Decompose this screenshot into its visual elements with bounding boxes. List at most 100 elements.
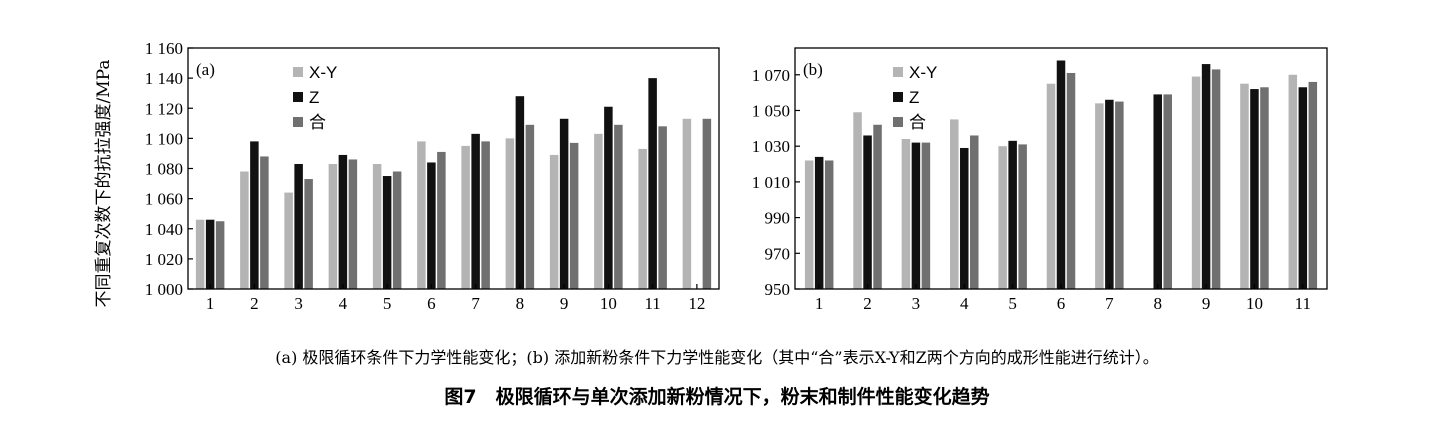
bar-xy-4 bbox=[950, 119, 959, 289]
bar-z-5 bbox=[1008, 140, 1017, 289]
bar-xy-11 bbox=[1288, 74, 1298, 289]
legend-label-z: Z bbox=[909, 88, 919, 107]
y-tick-label: 970 bbox=[765, 244, 791, 263]
legend-label-he: 合 bbox=[909, 113, 926, 132]
y-tick-label: 1 160 bbox=[145, 39, 183, 58]
bar-xy-2 bbox=[853, 112, 862, 290]
bar-xy-10 bbox=[594, 133, 603, 289]
y-tick-label: 1 060 bbox=[145, 190, 183, 209]
bar-z-3 bbox=[294, 163, 303, 289]
bar-he-10 bbox=[1260, 87, 1269, 290]
bar-z-3 bbox=[911, 142, 921, 289]
bar-xy-1 bbox=[195, 219, 205, 289]
bar-he-7 bbox=[1115, 101, 1124, 289]
x-tick-label-11: 11 bbox=[1295, 294, 1311, 313]
y-tick-label: 1 080 bbox=[145, 160, 183, 179]
y-tick-label: 1 010 bbox=[752, 173, 790, 192]
bar-xy-5 bbox=[372, 163, 382, 289]
bar-z-6 bbox=[427, 162, 436, 289]
bar-he-8 bbox=[1163, 94, 1172, 289]
bar-z-6 bbox=[1056, 60, 1066, 289]
legend-label-xy: X-Y bbox=[909, 63, 937, 82]
bar-he-8 bbox=[525, 124, 535, 289]
bar-he-1 bbox=[215, 221, 225, 289]
x-tick-label-12: 12 bbox=[688, 294, 705, 313]
bar-xy-4 bbox=[328, 163, 338, 289]
x-tick-label-3: 3 bbox=[294, 294, 303, 313]
bar-xy-12 bbox=[682, 118, 692, 289]
legend-swatch-he bbox=[293, 117, 303, 127]
bar-z-10 bbox=[604, 106, 613, 290]
bar-xy-6 bbox=[417, 141, 426, 289]
bar-he-9 bbox=[569, 142, 579, 289]
y-axis-label: 不同重复次数下的抗拉强度/MPa bbox=[94, 60, 114, 308]
x-tick-label-1: 1 bbox=[815, 294, 824, 313]
y-tick-label: 1 020 bbox=[145, 250, 183, 269]
bar-he-11 bbox=[1308, 81, 1318, 289]
y-tick-label: 1 140 bbox=[145, 69, 183, 88]
legend-swatch-xy bbox=[293, 67, 303, 77]
bar-he-6 bbox=[1066, 72, 1076, 290]
bar-z-9 bbox=[559, 118, 569, 289]
x-tick-label-5: 5 bbox=[1008, 294, 1017, 313]
y-tick-label: 1 000 bbox=[145, 280, 183, 299]
bar-xy-5 bbox=[998, 146, 1007, 289]
bar-z-11 bbox=[1298, 87, 1308, 290]
bar-xy-7 bbox=[461, 145, 470, 289]
x-tick-label-11: 11 bbox=[644, 294, 660, 313]
bar-he-6 bbox=[437, 151, 446, 289]
bar-he-4 bbox=[348, 159, 358, 289]
bar-xy-1 bbox=[804, 160, 814, 289]
y-tick-label: 1 050 bbox=[752, 101, 790, 120]
figure-caption: (a) 极限循环条件下力学性能变化；(b) 添加新粉条件下力学性能变化（其中“合… bbox=[275, 348, 1159, 367]
bar-xy-6 bbox=[1046, 83, 1056, 289]
bar-he-7 bbox=[481, 141, 490, 289]
bar-he-1 bbox=[824, 160, 834, 289]
legend-label-xy: X-Y bbox=[309, 63, 337, 82]
x-tick-label-10: 10 bbox=[600, 294, 617, 313]
legend-swatch-z bbox=[893, 92, 903, 102]
bar-z-2 bbox=[863, 135, 872, 289]
x-tick-label-9: 9 bbox=[1202, 294, 1211, 313]
x-tick-label-1: 1 bbox=[206, 294, 215, 313]
x-tick-label-8: 8 bbox=[1153, 294, 1162, 313]
bar-he-10 bbox=[614, 124, 623, 289]
bar-xy-2 bbox=[240, 171, 249, 289]
chart-panel-a: 1 000 1 020 1 040 1 060 1 080 1 100 1 120 1 140… bbox=[94, 39, 720, 313]
bar-xy-9 bbox=[1191, 76, 1201, 289]
bar-z-10 bbox=[1250, 89, 1259, 289]
panel-label: (b) bbox=[803, 60, 823, 79]
y-tick-label: 1 040 bbox=[145, 220, 183, 239]
legend-swatch-z bbox=[293, 92, 303, 102]
bar-z-9 bbox=[1201, 64, 1211, 289]
bar-xy-8 bbox=[505, 138, 515, 290]
bar-z-8 bbox=[1153, 94, 1162, 289]
bar-xy-7 bbox=[1095, 103, 1104, 289]
bar-he-4 bbox=[970, 135, 979, 289]
legend-label-z: Z bbox=[309, 88, 319, 107]
bar-z-1 bbox=[814, 156, 824, 289]
bar-z-1 bbox=[205, 219, 215, 289]
y-tick-label: 1 030 bbox=[752, 137, 790, 156]
bar-z-2 bbox=[250, 141, 259, 289]
bar-z-11 bbox=[648, 78, 657, 290]
x-tick-label-2: 2 bbox=[250, 294, 259, 313]
bar-z-8 bbox=[515, 96, 525, 289]
bar-xy-11 bbox=[638, 148, 647, 289]
x-tick-label-7: 7 bbox=[471, 294, 480, 313]
bar-he-12 bbox=[702, 118, 712, 289]
bar-xy-9 bbox=[549, 154, 559, 289]
x-tick-label-7: 7 bbox=[1105, 294, 1114, 313]
x-tick-label-6: 6 bbox=[427, 294, 436, 313]
x-tick-label-4: 4 bbox=[339, 294, 348, 313]
bar-xy-3 bbox=[284, 192, 293, 289]
bar-he-5 bbox=[392, 171, 402, 289]
x-tick-label-9: 9 bbox=[560, 294, 569, 313]
x-tick-label-3: 3 bbox=[912, 294, 921, 313]
legend-swatch-xy bbox=[893, 67, 903, 77]
bar-z-4 bbox=[960, 147, 969, 289]
bar-he-3 bbox=[921, 142, 931, 289]
x-tick-label-5: 5 bbox=[383, 294, 392, 313]
chart-panel-b: 950 970 990 1 010 1 030 1 050 1 070 1 2 3 4 5 6 7 8 9 10… bbox=[752, 47, 1328, 313]
bar-he-5 bbox=[1018, 144, 1027, 289]
